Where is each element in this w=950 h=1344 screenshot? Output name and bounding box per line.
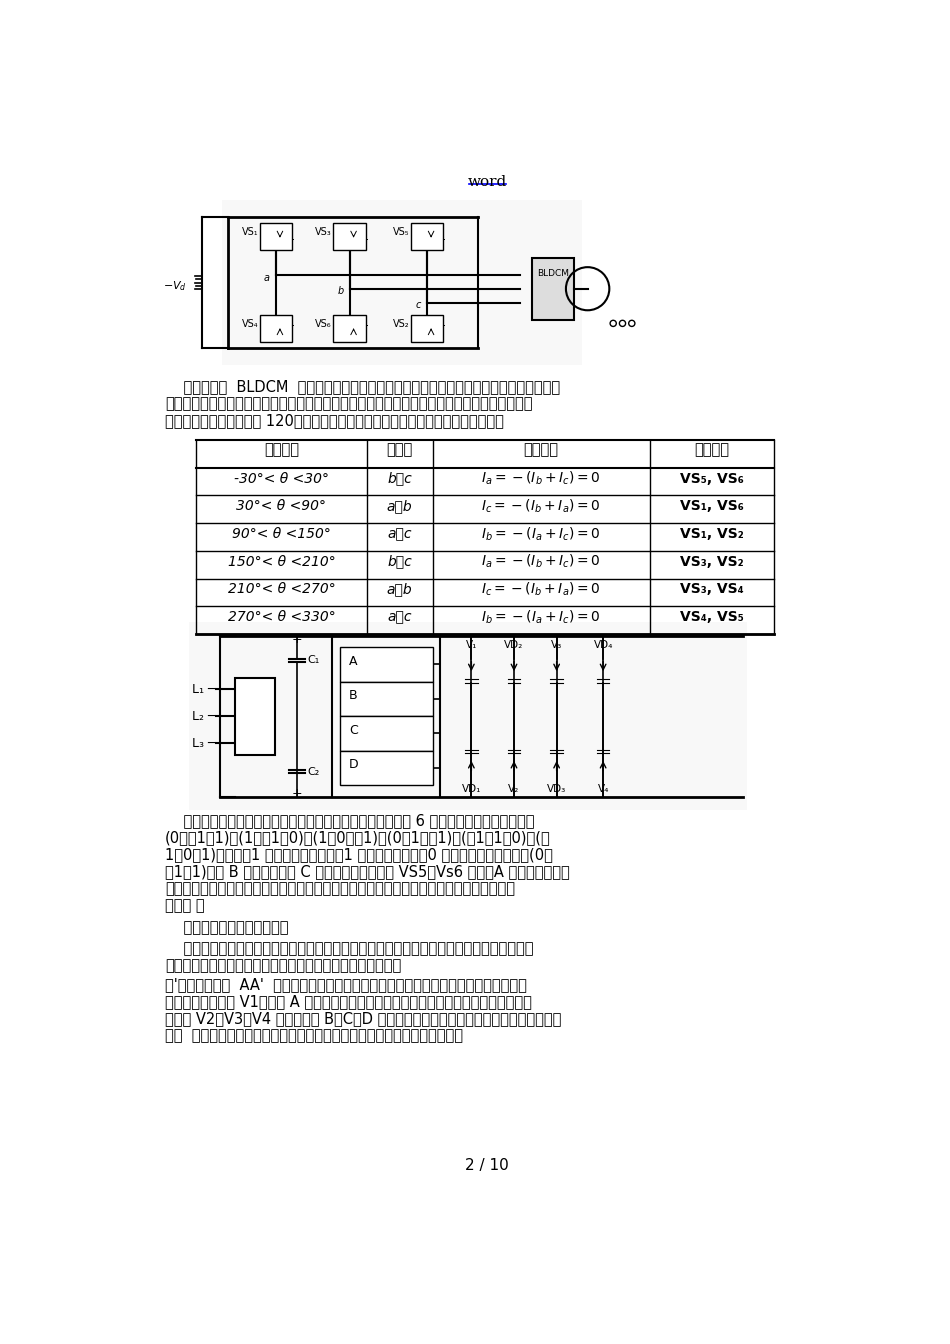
Text: VS₃, VS₄: VS₃, VS₄ [680,582,744,597]
Text: BLDCM: BLDCM [537,269,569,278]
Text: 电流方程: 电流方程 [523,442,559,457]
Text: $I_c = -(I_b+I_a)=0$: $I_c = -(I_b+I_a)=0$ [482,497,601,515]
Text: D: D [349,758,358,771]
Text: (0，－1，1)、(1，－1，0)、(1，0，－1)、(0，1，－1)、(－1，1，0)、(－: (0，－1，1)、(1，－1，0)、(1，0，－1)、(0，1，－1)、(－1，… [165,831,551,845]
Text: 开关磁阻电机作为一种型调速电机，兼有直流和沟通调速的优点，适用的领域很广。它是由: 开关磁阻电机作为一种型调速电机，兼有直流和沟通调速的优点，适用的领域很广。它是由 [165,941,534,957]
Text: VS₄: VS₄ [241,319,258,329]
Bar [259,316,293,343]
Text: C: C [349,723,357,737]
Polygon shape [438,325,445,333]
Text: 150°< θ <210°: 150°< θ <210° [228,555,335,569]
Bar [333,223,366,250]
Text: +: + [292,786,302,800]
Text: word: word [467,175,506,190]
Text: VS₃, VS₂: VS₃, VS₂ [680,555,744,569]
Text: 态。这样在任何时刻总是只有两相处于导通状态，即任何时刻总有一相的两个开关器件不参: 态。这样在任何时刻总是只有两相处于导通状态，即任何时刻总有一相的两个开关器件不参 [165,882,515,896]
Text: $I_a = -(I_b+I_c)=0$: $I_a = -(I_b+I_c)=0$ [482,470,601,488]
Text: V₄: V₄ [598,784,609,794]
Bar [411,316,444,343]
Text: V₂: V₂ [508,784,520,794]
Text: B: B [349,689,357,703]
Text: b，c: b，c [388,472,412,485]
Text: 图给出三相  BLDCM  掌握系统的六开关逆变器拓扑图。依据无刷直流电机的特点，为了减: 图给出三相 BLDCM 掌握系统的六开关逆变器拓扑图。依据无刷直流电机的特点，为… [165,379,560,394]
Text: VS₁, VS₆: VS₁, VS₆ [679,499,744,513]
Text: －1，1)表示 B 相的下桥臂和 C 相的上桥臂导通，即 VS5、Vs6 导通，A 相处于不导通状: －1，1)表示 B 相的下桥臂和 C 相的上桥臂导通，即 VS5、Vs6 导通，… [165,864,570,879]
Bar [221,200,582,366]
Text: C₂: C₂ [308,767,320,777]
Polygon shape [361,231,367,239]
Text: C₁: C₁ [308,656,320,665]
Text: VS₂: VS₂ [392,319,409,329]
Text: 开关磁阻电机的掌握系统。: 开关磁阻电机的掌握系统。 [165,919,289,934]
Polygon shape [287,325,294,333]
Bar [340,716,432,750]
Text: V₃: V₃ [551,640,562,650]
Text: L₁ ─: L₁ ─ [192,683,216,696]
Text: 依次使 V2、V3、V4 通、断，使 B、C、D 相绕组挨次的通与断，使转子受同一方向转矩作: 依次使 V2、V3、V4 通、断，使 B、C、D 相绕组挨次的通与断，使转子受同… [165,1012,561,1027]
Bar [333,316,366,343]
Text: 严格同步，每相电流导通 120。表给出图所示的六开关逆变器的开关器件导通挨次。: 严格同步，每相电流导通 120。表给出图所示的六开关逆变器的开关器件导通挨次。 [165,413,504,429]
Text: -30°< θ <30°: -30°< θ <30° [234,472,329,485]
Text: a，b: a，b [387,582,412,597]
Text: 90°< θ <150°: 90°< θ <150° [232,527,331,542]
Bar [259,223,293,250]
Text: 工作相: 工作相 [387,442,413,457]
Text: 30°< θ <90°: 30°< θ <90° [237,499,327,513]
Text: 1，0，1)，其中，1 表示上桥臂导通，－1 表示下桥臂导通，0 表示没有管子导通。如(0，: 1，0，1)，其中，1 表示上桥臂导通，－1 表示下桥臂导通，0 表示没有管子导… [165,847,553,863]
Text: VS₆: VS₆ [315,319,332,329]
Bar [340,648,432,681]
Text: 小转矩脉动，提高电机掌握性能，要求加在电机定子上的电流为方波，并与电机的梯形反电动势: 小转矩脉动，提高电机掌握性能，要求加在电机定子上的电流为方波，并与电机的梯形反电… [165,396,533,411]
Text: b: b [337,286,344,297]
Text: L₃ ─: L₃ ─ [192,737,216,750]
Text: A: A [349,655,357,668]
Text: 磁阻电机与电子开关驱动掌握电路组成一体的能量换转机构。: 磁阻电机与电子开关驱动掌握电路组成一体的能量换转机构。 [165,958,402,973]
Bar [235,677,276,754]
Text: L₂ ─: L₂ ─ [192,710,216,723]
Text: VS₁: VS₁ [241,227,258,237]
Bar [340,750,432,785]
Text: +: + [292,633,302,646]
Text: 转子位置: 转子位置 [264,442,299,457]
Text: 270°< θ <330°: 270°< θ <330° [228,610,335,624]
Polygon shape [247,708,263,722]
Polygon shape [361,325,367,333]
Text: VD₄: VD₄ [594,640,613,650]
Text: VS₄, VS₅: VS₄, VS₅ [679,610,744,624]
Text: $I_b = -(I_a+I_c)=0$: $I_b = -(I_a+I_c)=0$ [482,609,601,626]
Text: b，c: b，c [388,555,412,569]
Text: a: a [264,273,270,282]
Text: a，c: a，c [388,527,412,542]
Text: VD₃: VD₃ [547,784,566,794]
Text: VS₃: VS₃ [315,227,332,237]
Text: a，b: a，b [387,499,412,513]
Text: 与工作 。: 与工作 。 [165,898,205,913]
Text: VS₅: VS₅ [393,227,409,237]
Text: '＇向定子磁极  AA'  趋近，直到两者重合。此时，掌握器据位置传感器的关断信号，去: '＇向定子磁极 AA' 趋近，直到两者重合。此时，掌握器据位置传感器的关断信号，… [165,977,527,992]
Text: $-V_d$: $-V_d$ [163,280,187,293]
Text: $I_c = -(I_b+I_a)=0$: $I_c = -(I_b+I_a)=0$ [482,581,601,598]
Polygon shape [287,231,294,239]
Bar [340,681,432,716]
Bar [411,223,444,250]
Text: V₁: V₁ [466,640,477,650]
Text: $I_b = -(I_a+I_c)=0$: $I_b = -(I_a+I_c)=0$ [482,526,601,543]
Text: $I_a = -(I_b+I_c)=0$: $I_a = -(I_b+I_c)=0$ [482,552,601,570]
Bar [188,622,747,810]
Text: 由表可见，六开关逆变器中，依据开关器件的状态，可组成 6 个状态组合电压矢量，即：: 由表可见，六开关逆变器中，依据开关器件的状态，可组成 6 个状态组合电压矢量，即… [165,813,535,828]
Text: VD₂: VD₂ [504,640,523,650]
Text: c: c [416,300,421,310]
Text: 掌握驱动器，关断 V1，切断 A 相绕组电流，紧接着掌握器依据位置传感器的开、断信号，: 掌握驱动器，关断 V1，切断 A 相绕组电流，紧接着掌握器依据位置传感器的开、断… [165,995,532,1009]
Text: VD₁: VD₁ [462,784,481,794]
Bar [532,258,575,320]
Text: 导通器件: 导通器件 [694,442,730,457]
Text: 210°< θ <270°: 210°< θ <270° [228,582,335,597]
Polygon shape [438,231,445,239]
Text: VS₅, VS₆: VS₅, VS₆ [679,472,744,485]
Text: 2 / 10: 2 / 10 [465,1159,509,1173]
Text: a，c: a，c [388,610,412,624]
Text: VS₁, VS₂: VS₁, VS₂ [680,527,744,542]
Text: 用，  沿逆时针的运行。假设转变相电流大小，如此可转变电机转矩和转速。: 用， 沿逆时针的运行。假设转变相电流大小，如此可转变电机转矩和转速。 [165,1028,464,1043]
